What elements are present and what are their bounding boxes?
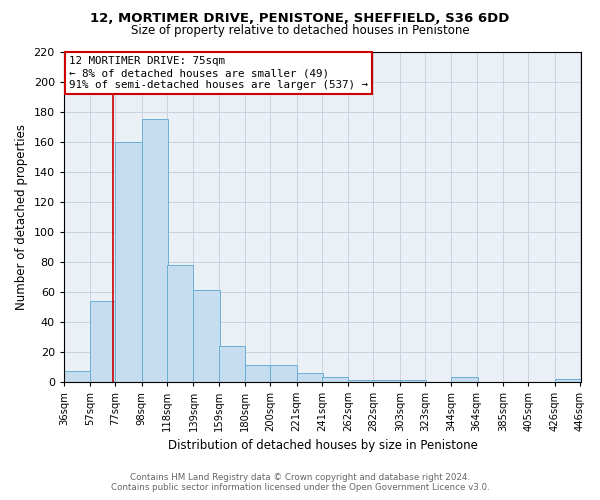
Text: Size of property relative to detached houses in Penistone: Size of property relative to detached ho… [131, 24, 469, 37]
Bar [193, 290, 220, 382]
Text: 12, MORTIMER DRIVE, PENISTONE, SHEFFIELD, S36 6DD: 12, MORTIMER DRIVE, PENISTONE, SHEFFIELD… [91, 12, 509, 26]
Bar [64, 372, 90, 382]
Bar [167, 264, 193, 382]
Bar [90, 300, 116, 382]
Bar [555, 379, 581, 382]
Bar [322, 378, 348, 382]
Bar [400, 380, 427, 382]
Bar [115, 142, 142, 382]
Bar [142, 119, 168, 382]
Bar [270, 366, 296, 382]
X-axis label: Distribution of detached houses by size in Penistone: Distribution of detached houses by size … [167, 440, 478, 452]
Text: Contains HM Land Registry data © Crown copyright and database right 2024.
Contai: Contains HM Land Registry data © Crown c… [110, 473, 490, 492]
Bar [451, 378, 478, 382]
Bar [296, 373, 323, 382]
Bar [245, 366, 272, 382]
Y-axis label: Number of detached properties: Number of detached properties [15, 124, 28, 310]
Text: 12 MORTIMER DRIVE: 75sqm
← 8% of detached houses are smaller (49)
91% of semi-de: 12 MORTIMER DRIVE: 75sqm ← 8% of detache… [69, 56, 368, 90]
Bar [218, 346, 245, 382]
Bar [348, 380, 375, 382]
Bar [373, 380, 400, 382]
